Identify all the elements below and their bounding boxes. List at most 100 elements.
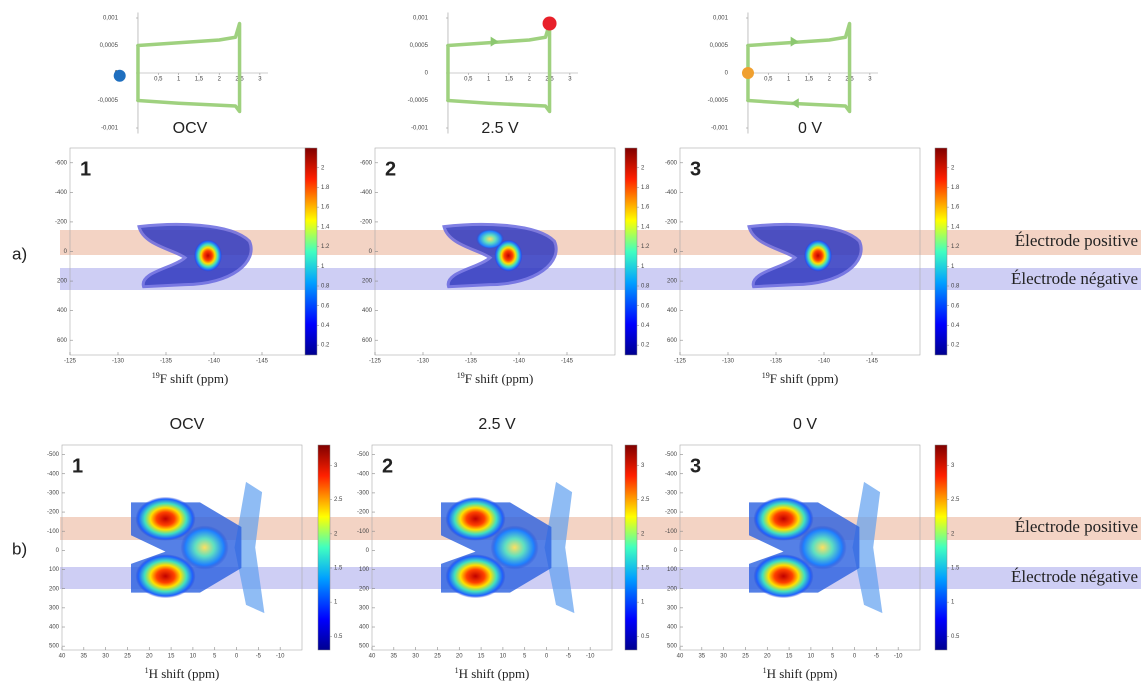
direction-arrow <box>790 36 799 47</box>
contour-hotspot <box>135 554 196 599</box>
x-tick-label: -135 <box>770 359 783 365</box>
colorbar-tick-label: 0.2 <box>321 343 330 349</box>
x-axis-label: 1H shift (ppm) <box>763 666 838 681</box>
cv-x-tick-label: 3 <box>258 77 262 83</box>
y-tick-label: -200 <box>47 510 60 516</box>
x-tick-label: 5 <box>523 654 527 660</box>
colorbar-tick-label: 0.6 <box>951 303 960 309</box>
cv-curve <box>446 21 552 114</box>
band-label: Électrode positive <box>1015 231 1138 250</box>
y-tick-label: 200 <box>57 279 68 285</box>
cv-x-tick-label: 1,5 <box>195 77 204 83</box>
colorbar-tick-label: 3 <box>641 463 645 469</box>
colorbar-tick-label: 0.5 <box>951 634 960 640</box>
contour-hotspot <box>798 525 847 570</box>
contour-hotspot <box>194 239 222 272</box>
cv-x-tick-label: 0,5 <box>764 77 773 83</box>
x-tick-label: -5 <box>256 654 262 660</box>
colorbar-tick-label: 0.5 <box>334 634 343 640</box>
cv-y-tick-label: 0,0005 <box>410 43 429 49</box>
x-axis-text: F shift (ppm) <box>160 371 229 386</box>
y-tick-label: 200 <box>362 279 373 285</box>
colorbar-tick-label: 1 <box>334 600 338 606</box>
y-tick-label: 0 <box>674 249 678 255</box>
cv-x-tick-label: 1 <box>787 77 791 83</box>
y-tick-label: 300 <box>49 605 60 611</box>
x-axis-text: F shift (ppm) <box>465 371 534 386</box>
x-axis-label: 19F shift (ppm) <box>152 371 229 386</box>
x-tick-label: -140 <box>818 359 831 365</box>
colorbar-tick-label: 2.5 <box>951 497 960 503</box>
colorbar-tick-label: 2.5 <box>641 497 650 503</box>
contour-hotspot <box>490 525 539 570</box>
y-tick-label: 600 <box>57 338 68 344</box>
isotope: 19 <box>152 371 160 380</box>
x-tick-label: 15 <box>786 654 793 660</box>
row-label: b) <box>12 539 27 558</box>
y-tick-label: 500 <box>359 644 370 650</box>
y-tick-label: -500 <box>665 452 678 458</box>
cv-y-tick-label: -0,0005 <box>98 98 119 104</box>
y-tick-label: 100 <box>667 567 678 573</box>
colorbar <box>934 147 948 356</box>
x-tick-label: 10 <box>190 654 197 660</box>
cv-marker <box>741 67 754 79</box>
colorbar-tick-label: 1.2 <box>641 244 650 250</box>
x-tick-label: -135 <box>160 359 173 365</box>
x-tick-label: -125 <box>674 359 687 365</box>
colorbar-tick-label: 1.8 <box>641 185 650 191</box>
y-tick-label: -400 <box>665 190 678 196</box>
colorbar-tick-label: 1.5 <box>641 566 650 572</box>
contour-streak <box>852 481 883 614</box>
x-tick-label: -145 <box>256 359 269 365</box>
colorbar-tick-label: 1 <box>951 600 955 606</box>
colorbar-tick-label: 2 <box>641 165 645 171</box>
panel-title: 2.5 V <box>478 416 516 433</box>
cv-x-tick-label: 3 <box>568 77 572 83</box>
cv-y-tick-label: 0 <box>725 71 729 77</box>
x-tick-label: -130 <box>417 359 430 365</box>
y-tick-label: -200 <box>665 220 678 226</box>
cv-title: OCV <box>173 120 208 137</box>
x-tick-label: -125 <box>369 359 382 365</box>
y-tick-label: -600 <box>665 160 678 166</box>
colorbar-tick-label: 1 <box>641 264 645 270</box>
cv-y-tick-label: 0,0005 <box>710 43 729 49</box>
x-tick-label: 15 <box>168 654 175 660</box>
y-tick-label: -400 <box>665 471 678 477</box>
colorbar <box>317 444 331 651</box>
colorbar-tick-label: 2 <box>641 531 645 537</box>
isotope: 1 <box>763 666 767 675</box>
colorbar-tick-label: 2 <box>951 531 955 537</box>
y-tick-label: 0 <box>366 548 370 554</box>
x-axis-text: F shift (ppm) <box>770 371 839 386</box>
row-label: a) <box>12 244 27 263</box>
x-tick-label: 35 <box>698 654 705 660</box>
colorbar-tick-label: 1.5 <box>334 566 343 572</box>
y-tick-label: 0 <box>64 249 68 255</box>
y-tick-label: 0 <box>674 548 678 554</box>
x-axis-label: 1H shift (ppm) <box>455 666 530 681</box>
contour-hotspot <box>753 496 814 541</box>
x-tick-label: 20 <box>764 654 771 660</box>
cv-x-tick-label: 0,5 <box>154 77 163 83</box>
colorbar-tick-label: 2.5 <box>334 497 343 503</box>
colorbar-tick-label: 1.2 <box>321 244 330 250</box>
x-tick-label: 0 <box>235 654 239 660</box>
cv-x-tick-label: 1,5 <box>505 77 514 83</box>
contour-streak <box>544 481 575 614</box>
cv-x-tick-label: 1,5 <box>805 77 814 83</box>
x-axis-text: H shift (ppm) <box>767 666 838 681</box>
x-tick-label: 5 <box>831 654 835 660</box>
x-tick-label: 0 <box>853 654 857 660</box>
y-tick-label: -300 <box>665 490 678 496</box>
y-tick-label: 600 <box>667 338 678 344</box>
cv-y-tick-label: 0,001 <box>103 16 119 22</box>
y-tick-label: 200 <box>667 586 678 592</box>
y-tick-label: -400 <box>357 471 370 477</box>
x-axis-label: 19F shift (ppm) <box>762 371 839 386</box>
cv-y-tick-label: -0,0005 <box>408 98 429 104</box>
panel-number: 3 <box>690 158 701 180</box>
band-label: Électrode positive <box>1015 517 1138 536</box>
